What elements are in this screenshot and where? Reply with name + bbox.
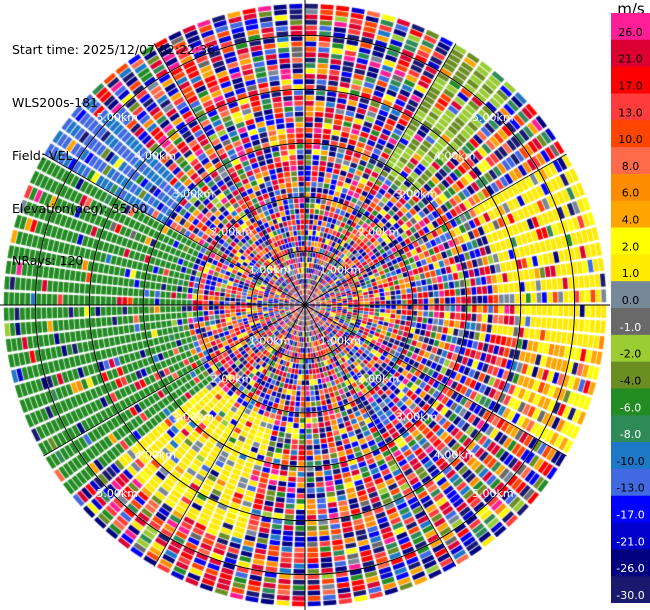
range-ring-label: 5.00km xyxy=(96,111,138,124)
field-name: Field: VEL xyxy=(12,147,73,163)
colorbar-swatch xyxy=(611,308,650,336)
range-ring-label: 4.00km xyxy=(135,449,177,462)
range-ring-label: 2.00km xyxy=(358,372,400,385)
instrument-name: WLS200s-181 xyxy=(12,94,98,110)
azimuth-lines xyxy=(0,0,610,610)
colorbar-swatch xyxy=(611,120,650,148)
range-ring-label: 1.00km xyxy=(320,264,362,277)
colorbar-tick-label: -8.0 xyxy=(620,428,641,441)
range-ring-label: 3.00km xyxy=(396,187,438,200)
colorbar-swatch xyxy=(611,281,650,309)
colorbar-tick-label: 13.0 xyxy=(618,106,643,119)
range-ring-label: 4.00km xyxy=(434,149,476,162)
colorbar-swatch xyxy=(611,254,650,282)
range-ring-label: 2.00km xyxy=(358,226,400,239)
range-ring-label: 5.00km xyxy=(472,111,514,124)
range-ring-label: 3.00km xyxy=(173,187,215,200)
colorbar-swatch xyxy=(611,334,650,363)
range-ring-label: 2.00km xyxy=(211,226,253,239)
colorbar-swatch xyxy=(611,93,650,121)
colorbar-swatch xyxy=(611,576,650,603)
colorbar-tick-label: -21.0 xyxy=(616,535,644,548)
azimuth-line xyxy=(43,304,306,457)
colorbar-swatch xyxy=(611,522,650,550)
elevation: Elevation(deg): 35.00 xyxy=(12,200,148,216)
range-ring-label: 1.00km xyxy=(249,334,291,347)
colorbar-swatch xyxy=(611,468,650,497)
colorbar-swatch xyxy=(611,13,650,41)
range-ring-label: 4.00km xyxy=(135,149,177,162)
azimuth-line xyxy=(304,153,567,306)
colorbar-tick-label: -17.0 xyxy=(616,509,644,522)
range-ring-label: 5.00km xyxy=(96,487,138,500)
range-ring-label: 3.00km xyxy=(396,411,438,424)
colorbar-tick-label: 4.0 xyxy=(622,214,640,227)
colorbar-tick-label: -2.0 xyxy=(620,348,641,361)
colorbar-swatch xyxy=(611,415,650,443)
range-ring-label: 4.00km xyxy=(434,449,476,462)
range-ring-labels: 1.00km 1.00km 1.00km 1.00km 2.00km 2.00km 2.00… xyxy=(96,111,513,500)
colorbar-tick-label: -10.0 xyxy=(616,455,644,468)
colorbar-tick-label: -6.0 xyxy=(620,401,641,414)
colorbar-tick-label: 21.0 xyxy=(618,53,643,66)
colorbar-swatch xyxy=(611,200,650,229)
ppi-overlay: 1.00km 1.00km 1.00km 1.00km 2.00km 2.00km 2.00… xyxy=(0,0,610,610)
colorbar-swatch xyxy=(611,495,650,524)
colorbar-swatch xyxy=(611,147,650,175)
range-ring-label: 2.00km xyxy=(211,372,253,385)
azimuth-line xyxy=(43,153,306,306)
colorbar-swatch xyxy=(611,173,650,202)
colorbar-swatch xyxy=(611,361,650,390)
colorbar-tick-label: -13.0 xyxy=(616,482,644,495)
colorbar-tick-label: 10.0 xyxy=(618,133,643,146)
colorbar-swatch xyxy=(611,39,650,68)
colorbar-tick-label: 17.0 xyxy=(618,79,643,92)
scan-info: Start time: 2025/12/07 02:22:36 WLS200s-… xyxy=(12,6,215,288)
colorbar-swatch xyxy=(611,442,650,470)
colorbar-swatch xyxy=(611,388,650,416)
colorbar-tick-label: 8.0 xyxy=(622,160,640,173)
range-ring-label: 3.00km xyxy=(173,411,215,424)
colorbar-tick-label: -4.0 xyxy=(620,374,641,387)
azimuth-line xyxy=(304,43,457,306)
start-time: Start time: 2025/12/07 02:22:36 xyxy=(12,42,216,58)
colorbar-tick-label: 26.0 xyxy=(618,26,643,39)
ppi-plot: 1.00km 1.00km 1.00km 1.00km 2.00km 2.00km 2.00… xyxy=(0,0,610,610)
colorbar-tick-label: 1.0 xyxy=(622,267,640,280)
colorbar-swatch xyxy=(611,66,650,95)
colorbar: 26.0 21.0 17.0 13.0 10.0 8.0 6.0 4.0 2.0 1.0 0.0 -1… xyxy=(611,13,650,603)
colorbar-tick-label: -30.0 xyxy=(616,589,644,602)
range-ring-label: 1.00km xyxy=(249,264,291,277)
azimuth-line xyxy=(304,304,457,567)
azimuth-line xyxy=(153,43,306,306)
nrays: NRays: 120 xyxy=(12,253,84,269)
azimuth-line xyxy=(153,304,306,567)
colorbar-tick-label: 6.0 xyxy=(622,187,640,200)
colorbar-tick-label: -1.0 xyxy=(620,321,641,334)
azimuth-line xyxy=(304,304,567,457)
range-ring-label: 5.00km xyxy=(472,487,514,500)
colorbar-tick-label: -26.0 xyxy=(616,562,644,575)
colorbar-tick-label: 2.0 xyxy=(622,240,640,253)
colorbar-swatch xyxy=(611,549,650,577)
range-ring-label: 1.00km xyxy=(320,334,362,347)
colorbar-swatch xyxy=(611,227,650,255)
colorbar-tick-label: 0.0 xyxy=(622,294,640,307)
